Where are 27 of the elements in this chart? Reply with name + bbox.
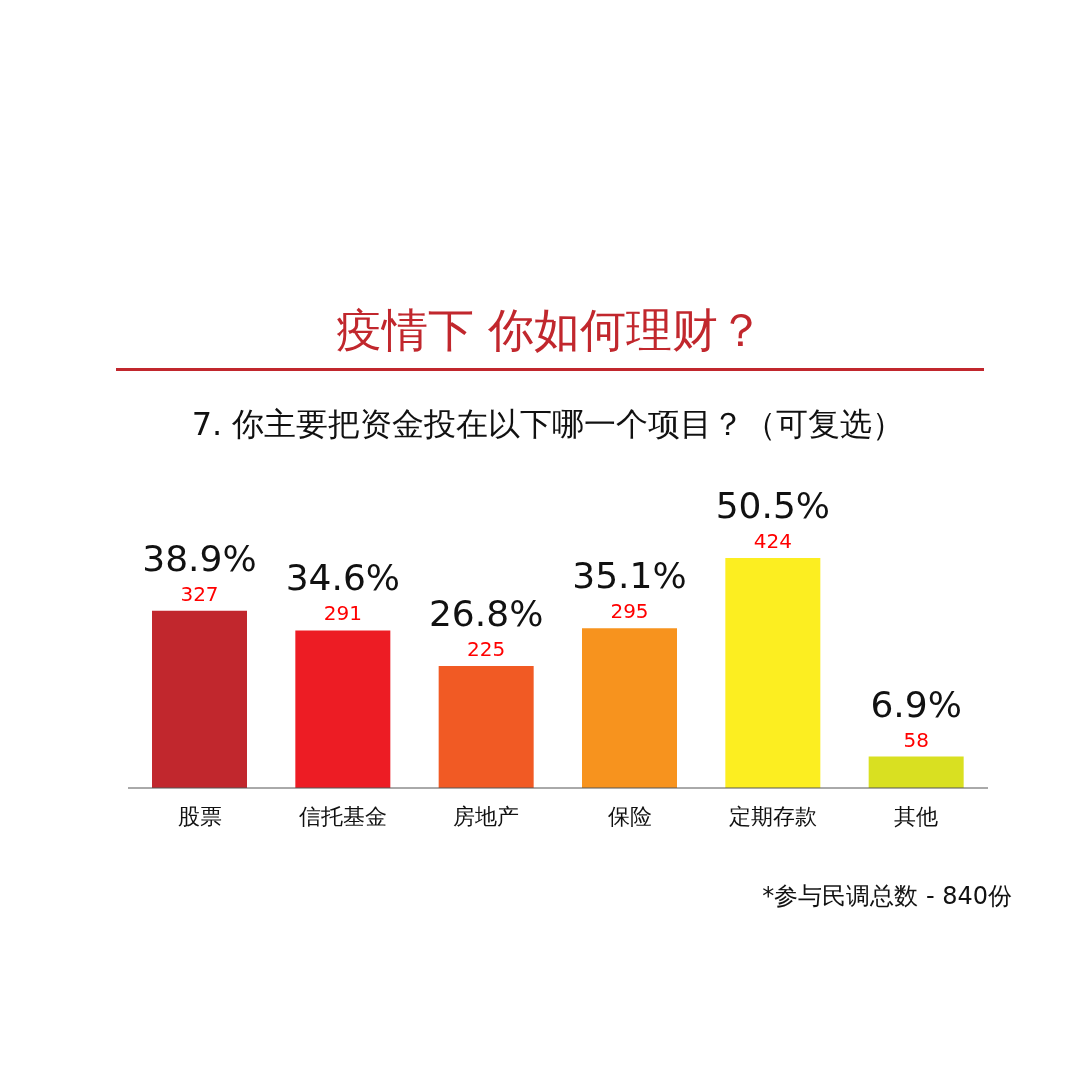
annotation: 58 [903, 727, 929, 752]
data-label: 38.9% [142, 537, 257, 579]
data-label: 26.8% [428, 592, 544, 634]
annotation: 327 [180, 581, 219, 606]
annotation: 291 [323, 601, 362, 626]
x-tick-label: 定期存款 [729, 803, 817, 829]
x-tick-label: 房地产 [453, 803, 520, 829]
data-label: 50.5% [715, 485, 831, 526]
text: *参与民调总数 - 840份 [762, 881, 1012, 912]
bar [725, 558, 821, 788]
bar [868, 756, 964, 788]
x-tick-label: 信托基金 [299, 803, 387, 829]
data-label: 6.9% [870, 683, 962, 725]
text: 424 [753, 529, 792, 553]
chart-title: 疫情下 你如何理财？ [116, 300, 984, 371]
bar [438, 665, 534, 788]
annotation: 225 [467, 636, 506, 661]
chart-subtitle: 7. 你主要把资金投在以下哪一个项目？（可复选） [190, 404, 906, 445]
data-label: 34.6% [285, 557, 401, 599]
annotation: 295 [610, 599, 649, 624]
x-tick-label: 保险 [607, 803, 652, 829]
bar [152, 610, 247, 788]
bar [295, 630, 391, 788]
x-tick-label: 股票 [177, 803, 222, 829]
x-tick-label: 其他 [894, 803, 939, 829]
bar [582, 628, 677, 788]
data-label: 35.1% [572, 555, 687, 597]
